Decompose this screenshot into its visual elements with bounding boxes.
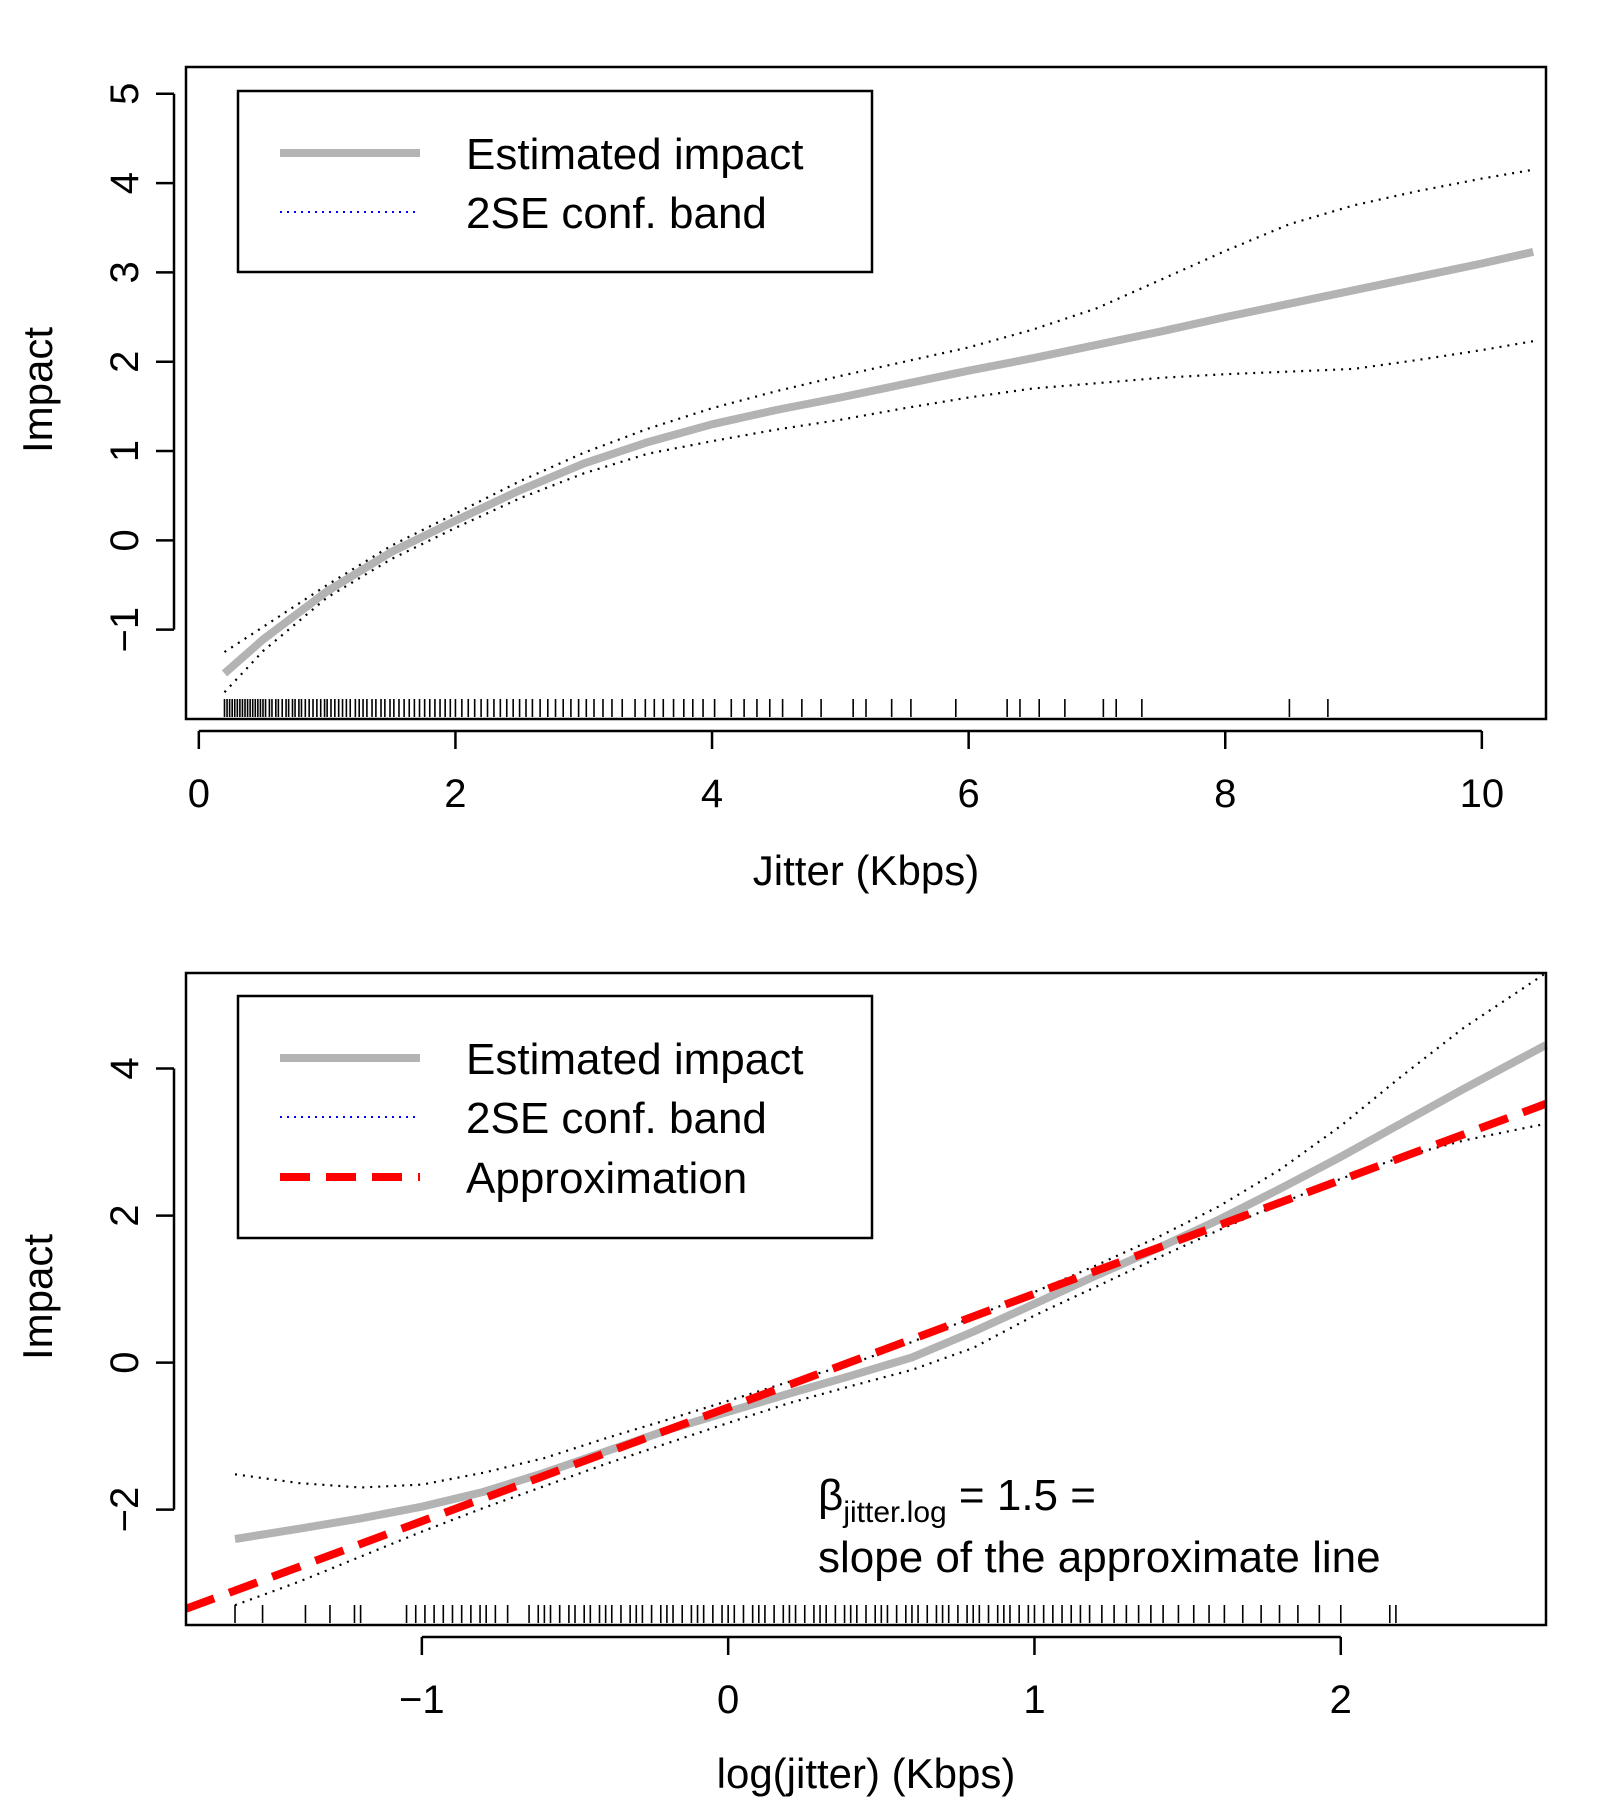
panel-1-x-axis-title: Jitter (Kbps) xyxy=(753,847,979,894)
beta-subscript: jitter.log xyxy=(842,1496,946,1529)
panel-1-legend-box xyxy=(236,89,874,274)
panel-2-ticks: −1 0 1 2 −2 0 2 4 xyxy=(103,1057,1352,1722)
panel-2-legend: Estimated impact 2SE conf. band Approxim… xyxy=(236,994,874,1240)
panel-1-legend-label-conf-band: 2SE conf. band xyxy=(466,189,767,238)
panel-2-y-tick-label: 0 xyxy=(103,1351,147,1373)
panel-1-x-tick-label: 0 xyxy=(188,772,210,816)
panel-1-rug xyxy=(223,699,1329,717)
panel-1-y-tick-label: 2 xyxy=(103,351,147,373)
panel-2-legend-label-conf-band: 2SE conf. band xyxy=(466,1094,767,1143)
panel-2-legend-label-estimated-impact: Estimated impact xyxy=(466,1035,803,1084)
panel-1-plot-frame xyxy=(184,65,1548,721)
panel-1-ticks: 0 2 4 6 8 10 −1 0 1 2 3 4 5 xyxy=(103,83,1504,816)
beta-value: = 1.5 = xyxy=(947,1471,1096,1520)
panel-1-series-0 xyxy=(221,247,1535,677)
panel-1-legend: Estimated impact 2SE conf. band xyxy=(236,89,874,274)
panel-1-x-tick-label: 6 xyxy=(958,772,980,816)
panel-2-series-3 xyxy=(184,1100,1548,1613)
panel-2-x-tick-label: 2 xyxy=(1330,1678,1352,1722)
panel-1-x-tick-label: 10 xyxy=(1460,772,1505,816)
panel-1-x-tick-label: 4 xyxy=(701,772,723,816)
panel-2-x-axis-title: log(jitter) (Kbps) xyxy=(717,1750,1016,1797)
panel-1-y-tick-label: 3 xyxy=(103,261,147,283)
panel-2-y-tick-label: 2 xyxy=(103,1204,147,1226)
panel-2-series-2 xyxy=(234,1122,1547,1607)
panel-2-annotation-line-1: βjitter.log = 1.5 = xyxy=(818,1471,1096,1529)
panel-1-y-tick-label: 5 xyxy=(103,83,147,105)
panel-2-y-tick-label: 4 xyxy=(103,1057,147,1079)
panel-2-y-axis-title: Impact xyxy=(14,1234,61,1360)
chart-panel-1: 0 2 4 6 8 10 −1 0 1 2 3 4 5 Jitter (Kbps) Impact Est… xyxy=(14,65,1548,894)
panel-2-x-tick-label: 0 xyxy=(717,1678,739,1722)
beta-symbol: β xyxy=(818,1471,843,1520)
panel-2-x-tick-label: −1 xyxy=(399,1678,445,1722)
panel-1-series xyxy=(221,168,1535,693)
panel-1-x-tick-label: 2 xyxy=(444,772,466,816)
panel-2-y-tick-label: −2 xyxy=(103,1487,147,1533)
panel-1-y-tick-label: 4 xyxy=(103,172,147,194)
panel-2-annotation: βjitter.log = 1.5 = slope of the approxi… xyxy=(818,1471,1381,1582)
panel-2-annotation-line-2: slope of the approximate line xyxy=(818,1533,1381,1582)
panel-1-series-1 xyxy=(223,168,1534,653)
panel-2-x-tick-label: 1 xyxy=(1023,1678,1045,1722)
panel-2-series xyxy=(184,972,1548,1613)
panel-2-series-0 xyxy=(234,1041,1548,1543)
chart-panel-2: −1 0 1 2 −2 0 2 4 log(jitter) (Kbps) Impact Est… xyxy=(14,971,1548,1797)
panel-1-y-tick-label: 1 xyxy=(103,440,147,462)
panel-1-x-tick-label: 8 xyxy=(1214,772,1236,816)
panel-2-legend-label-approximation: Approximation xyxy=(466,1154,747,1203)
panel-1-y-axis-title: Impact xyxy=(14,327,61,453)
panel-2-plot-frame xyxy=(184,971,1548,1627)
panel-1-series-2 xyxy=(223,340,1534,693)
panel-1-y-tick-label: 0 xyxy=(103,529,147,551)
panel-1-y-tick-label: −1 xyxy=(103,607,147,653)
panel-1-legend-label-estimated-impact: Estimated impact xyxy=(466,130,803,179)
panel-2-rug xyxy=(234,1605,1397,1623)
